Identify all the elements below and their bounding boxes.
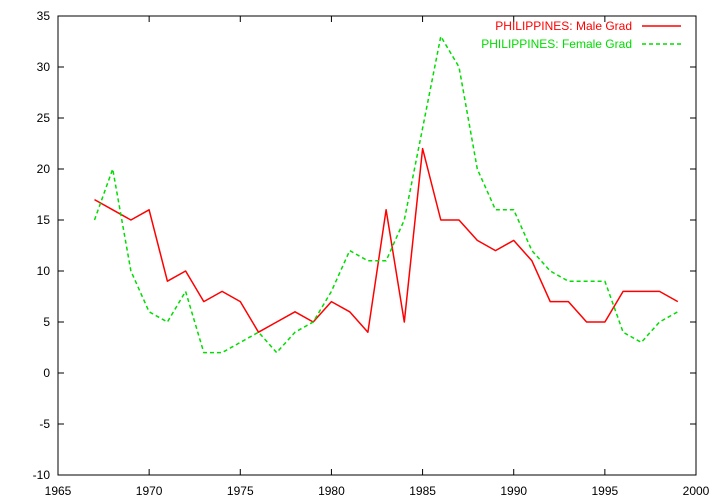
series-line-philippines-female-grad: [93, 35, 679, 354]
x-tick-label: 1990: [500, 484, 527, 498]
y-tick-label: 5: [43, 315, 50, 329]
axis-tick-labels: 1965 1970 1975 1980 1985 1990 1995 2000 -10 -5 0 5 1…: [33, 9, 710, 498]
x-tick-label: 1995: [592, 484, 619, 498]
y-tick-label: 0: [43, 366, 50, 380]
legend-label: PHILIPPINES: Male Grad: [495, 19, 632, 33]
x-tick-label: 1985: [409, 484, 436, 498]
y-tick-label: 20: [37, 162, 51, 176]
y-tick-label: 25: [37, 111, 51, 125]
axis-ticks: [57, 15, 697, 476]
y-tick-label: 15: [37, 213, 51, 227]
plot-frame: [57, 15, 697, 476]
x-tick-label: 2000: [683, 484, 710, 498]
y-tick-label: 30: [37, 60, 51, 74]
x-tick-label: 1970: [136, 484, 163, 498]
y-tick-label: -5: [39, 417, 50, 431]
x-tick-label: 1980: [318, 484, 345, 498]
series-line-philippines-male-grad: [94, 147, 679, 333]
y-tick-label: -10: [33, 468, 51, 482]
x-tick-label: 1975: [227, 484, 254, 498]
legend-label: PHILIPPINES: Female Grad: [481, 37, 632, 51]
x-tick-label: 1965: [45, 484, 72, 498]
series-lines: [93, 35, 679, 354]
y-tick-label: 10: [37, 264, 51, 278]
legend: PHILIPPINES: Male Grad PHILIPPINES: Femal…: [481, 19, 681, 51]
y-tick-label: 35: [37, 9, 51, 23]
